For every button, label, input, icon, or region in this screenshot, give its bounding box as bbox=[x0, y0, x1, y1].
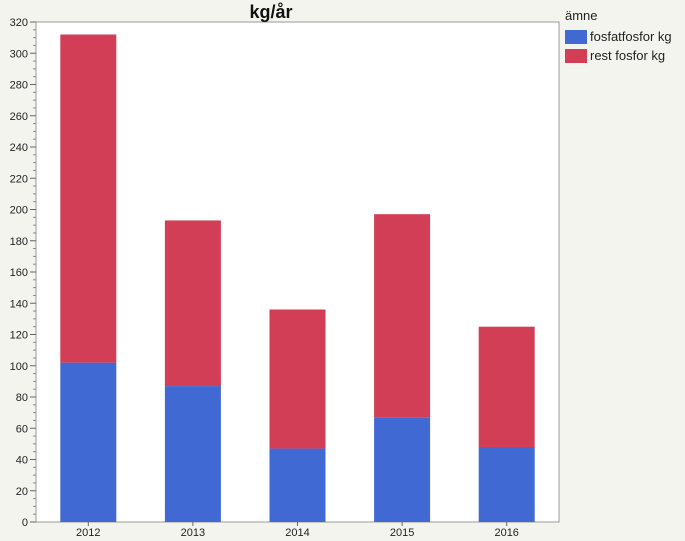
x-axis: 2012 2013 2014 2015 2016 bbox=[76, 522, 519, 539]
y-tick-label: 300 bbox=[10, 48, 28, 60]
y-tick-label: 200 bbox=[10, 205, 28, 217]
legend-title: ämne bbox=[565, 8, 598, 23]
legend: ämne fosfatfosfor kg rest fosfor kg bbox=[565, 8, 672, 65]
y-tick-label: 20 bbox=[16, 486, 28, 498]
y-tick-label: 40 bbox=[16, 455, 28, 467]
bar-2016-fosfatfosfor bbox=[478, 447, 535, 522]
legend-swatch-fosfatfosfor bbox=[565, 29, 587, 44]
y-tick-label: 120 bbox=[10, 330, 28, 342]
y-tick-label: 260 bbox=[10, 111, 28, 123]
legend-swatch-rest-fosfor bbox=[565, 48, 587, 63]
legend-item-rest-fosfor[interactable]: rest fosfor kg bbox=[565, 46, 672, 65]
x-tick-label: 2013 bbox=[181, 527, 205, 539]
legend-label-rest-fosfor: rest fosfor kg bbox=[590, 48, 666, 63]
y-tick-label: 280 bbox=[10, 80, 28, 92]
bars bbox=[60, 34, 535, 522]
y-tick-label: 0 bbox=[22, 517, 28, 529]
legend-label-fosfatfosfor: fosfatfosfor kg bbox=[590, 29, 672, 44]
bar-2012-rest-fosfor bbox=[60, 34, 117, 363]
y-axis: 0 20 40 60 80 100 120 140 160 180 200 220 240 260 280 3… bbox=[10, 17, 36, 529]
y-tick-label: 140 bbox=[10, 298, 28, 310]
y-tick-label: 80 bbox=[16, 392, 28, 404]
x-tick-label: 2012 bbox=[76, 527, 100, 539]
bar-2016-rest-fosfor bbox=[478, 326, 535, 447]
chart-title: kg/år bbox=[249, 2, 292, 22]
bar-2012-fosfatfosfor bbox=[60, 362, 117, 522]
x-tick-label: 2014 bbox=[285, 527, 309, 539]
y-tick-label: 160 bbox=[10, 267, 28, 279]
y-tick-label: 320 bbox=[10, 17, 28, 29]
y-tick-label: 180 bbox=[10, 236, 28, 248]
legend-item-fosfatfosfor[interactable]: fosfatfosfor kg bbox=[565, 27, 672, 46]
x-tick-label: 2016 bbox=[494, 527, 518, 539]
y-tick-label: 100 bbox=[10, 361, 28, 373]
bar-2015-fosfatfosfor bbox=[374, 417, 431, 522]
y-tick-label: 220 bbox=[10, 173, 28, 185]
bar-2014-rest-fosfor bbox=[269, 309, 326, 449]
x-tick-label: 2015 bbox=[390, 527, 414, 539]
bar-2014-fosfatfosfor bbox=[269, 448, 326, 522]
bar-2013-rest-fosfor bbox=[164, 220, 221, 387]
y-tick-label: 240 bbox=[10, 142, 28, 154]
bar-2015-rest-fosfor bbox=[374, 214, 431, 418]
bar-2013-fosfatfosfor bbox=[164, 386, 221, 522]
y-tick-label: 60 bbox=[16, 423, 28, 435]
